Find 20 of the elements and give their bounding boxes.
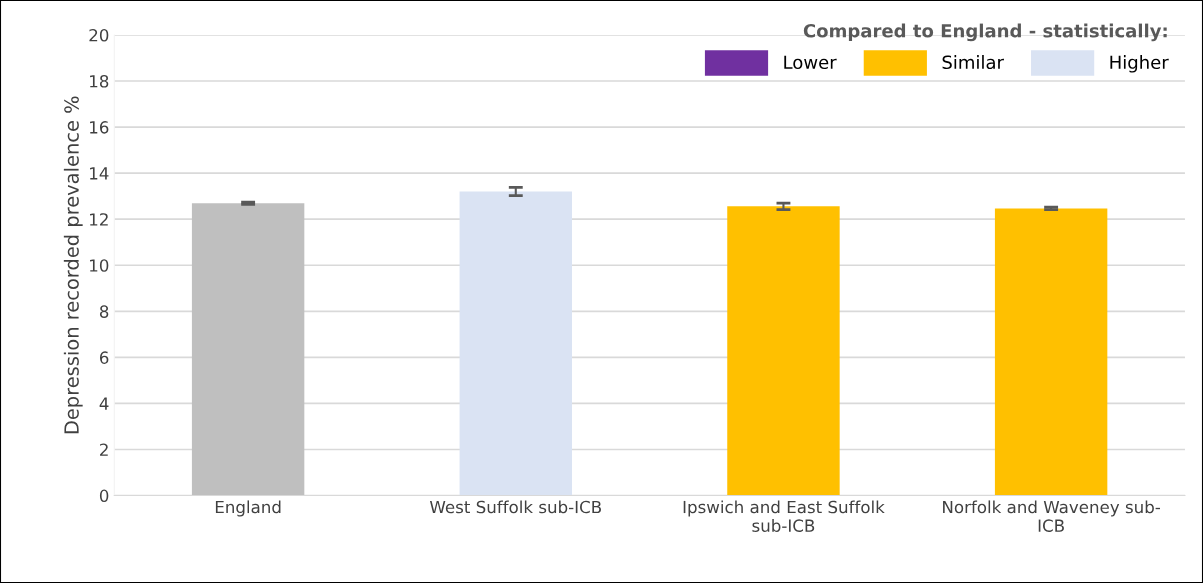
y-tick-label: 18	[90, 75, 109, 88]
y-tick-label: 14	[90, 167, 109, 180]
legend-label: Higher	[1110, 55, 1169, 73]
y-tick-label: 20	[89, 28, 109, 42]
legend-title: Compared to England - statistically:	[803, 23, 1167, 42]
y-axis-title: Depression recorded prevalence %	[63, 96, 83, 434]
y-tick-label: 10	[90, 259, 109, 272]
y-tick-label: 2	[100, 443, 108, 456]
x-tick-label: Ipswich and East Suffolk sub-ICB	[683, 500, 885, 532]
y-tick-label: 16	[90, 121, 109, 134]
y-tick-label: 6	[99, 351, 109, 364]
y-tick-label: 12	[90, 213, 108, 226]
legend-label: Lower	[784, 55, 837, 70]
x-tick-label: Norfolk and Waveney sub- ICB	[943, 500, 1160, 532]
y-tick-label: 0	[99, 489, 109, 503]
x-tick-label: West Suffolk sub-ICB	[429, 500, 601, 514]
y-tick-label: 8	[99, 305, 109, 318]
legend-label: Similar	[942, 55, 1004, 70]
x-tick-label: England	[215, 500, 281, 517]
y-tick-label: 4	[99, 397, 109, 410]
